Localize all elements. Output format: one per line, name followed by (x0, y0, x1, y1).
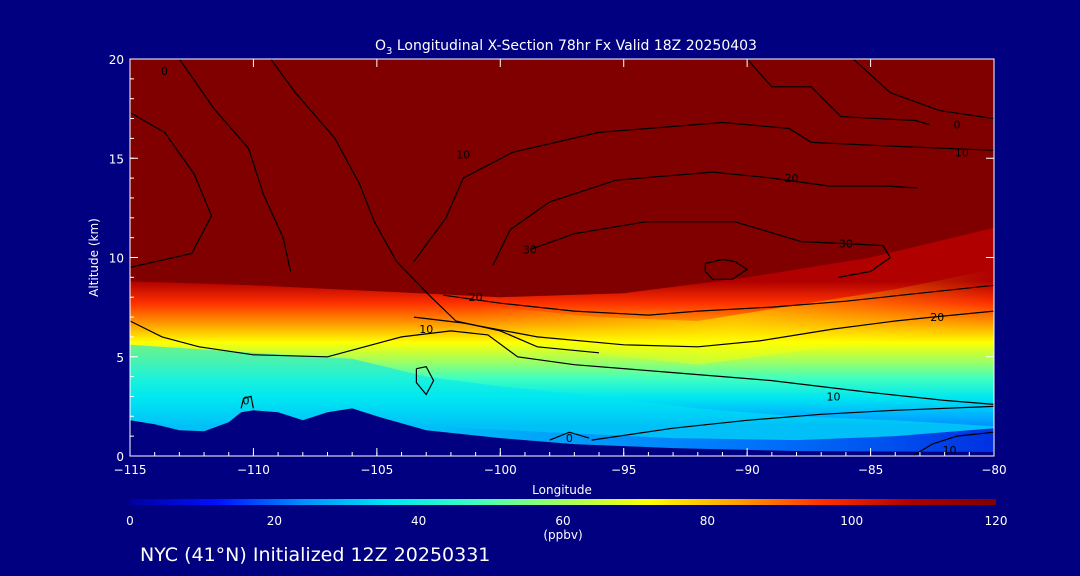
contour-line (746, 59, 930, 126)
colorbar-ticks: 0 20 40 60 80 100 120 (126, 514, 1007, 528)
contour-line (415, 366, 435, 396)
contour-line (549, 431, 590, 441)
colorbar-tick-label: 120 (985, 514, 1008, 528)
contour-line (443, 284, 994, 316)
x-axis-label: Longitude (532, 483, 592, 497)
contour-line (240, 395, 254, 409)
plot-area: 0 10 30 20 10 20 30 10 0 20 10 0 10 0 (130, 59, 994, 457)
contour-label: 20 (469, 291, 483, 304)
y-tick-label: 0 (116, 450, 124, 464)
x-tick-label: −80 (981, 463, 1006, 477)
yellow-ozone-tongue (475, 269, 994, 365)
y-axis: 0 5 10 15 20 (109, 53, 994, 464)
x-tick-label: −115 (114, 463, 147, 477)
contour-line (130, 320, 994, 405)
contour-line (270, 59, 600, 354)
contour-line (492, 171, 918, 266)
colorbar-units: (ppbv) (543, 528, 582, 542)
title-prefix: O (375, 38, 386, 54)
chart-title: O3 Longitudinal X-Section 78hr Fx Valid … (375, 38, 757, 57)
x-tick-label: −110 (237, 463, 270, 477)
x-axis: −115 −110 −105 −100 −95 −90 −85 −80 (114, 59, 1007, 477)
contour-line (912, 431, 994, 456)
x-tick-label: −85 (858, 463, 883, 477)
contour-label: 10 (456, 148, 470, 161)
contour-label: 30 (839, 238, 853, 251)
x-tick-label: −100 (484, 463, 517, 477)
y-tick-label: 15 (109, 152, 124, 166)
y-axis-label: Altitude (km) (87, 218, 101, 297)
contour-label: 10 (827, 390, 841, 403)
contour-label: 30 (523, 244, 537, 257)
title-suffix: Longitudinal X-Section 78hr Fx Valid 18Z… (392, 38, 757, 54)
x-tick-label: −95 (611, 463, 636, 477)
y-tick-label: 5 (116, 351, 124, 365)
y-tick-label: 20 (109, 53, 124, 67)
colorbar-tick-label: 0 (126, 514, 134, 528)
y-tick-label: 10 (109, 252, 124, 266)
contour-label: 10 (943, 444, 957, 457)
contour-line (852, 59, 994, 120)
contour-line (178, 59, 292, 272)
contour-label: 0 (953, 119, 960, 132)
contour-label: 10 (419, 323, 433, 336)
x-tick-label: −105 (360, 463, 393, 477)
contour-label: 20 (785, 172, 799, 185)
contour-label: 0 (566, 432, 573, 445)
contour-line (413, 310, 994, 348)
contour-line (413, 121, 994, 262)
colorbar-tick-label: 40 (411, 514, 426, 528)
contour-label: 20 (930, 311, 944, 324)
contour-label: 0 (161, 65, 168, 78)
contour-line (529, 221, 892, 278)
contour-label: 0 (243, 394, 250, 407)
colorbar-tick-label: 100 (840, 514, 863, 528)
contour-labels: 0 10 30 20 10 20 30 10 0 20 10 0 10 0 (161, 65, 969, 457)
contour-lines (130, 59, 994, 456)
colorbar-strip (130, 499, 996, 505)
footer-initialization: NYC (41°N) Initialized 12Z 20250331 (140, 544, 490, 566)
title-subscript: 3 (386, 46, 392, 57)
contour-line (704, 258, 749, 280)
contour-line (591, 405, 994, 441)
colorbar: 0 20 40 60 80 100 120 (ppbv) (126, 499, 1007, 542)
contour-label: 10 (955, 146, 969, 159)
colorbar-tick-label: 20 (267, 514, 282, 528)
terrain-mask (130, 408, 994, 456)
x-tick-label: −90 (734, 463, 759, 477)
colorbar-tick-label: 80 (700, 514, 715, 528)
colorbar-tick-label: 60 (555, 514, 570, 528)
contour-line (130, 112, 213, 268)
